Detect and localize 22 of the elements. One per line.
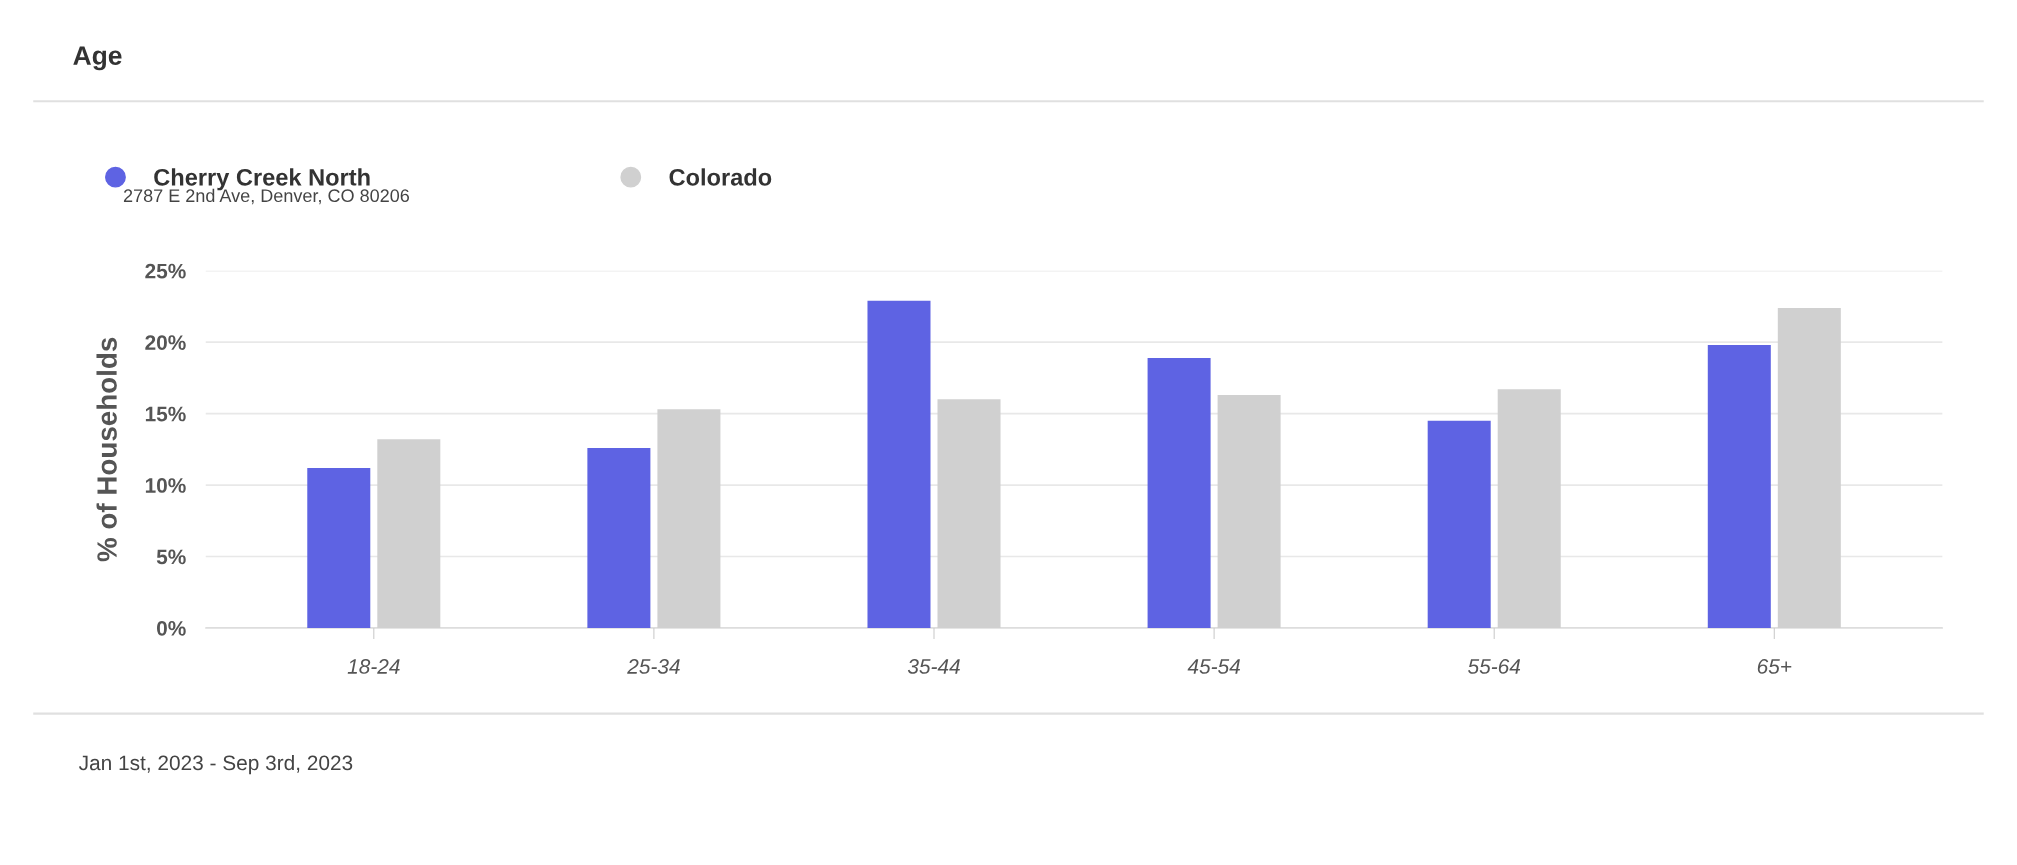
x-tick-label: 25-34 <box>627 659 680 674</box>
y-tick-label: 10% <box>145 478 186 493</box>
x-tick-label: 45-54 <box>1187 659 1240 674</box>
y-tick-label: 25% <box>145 263 186 279</box>
bar <box>1707 345 1771 628</box>
y-tick-label: 5% <box>156 549 186 565</box>
x-tick-label: 18-24 <box>347 659 400 674</box>
y-tick-label: 0% <box>157 620 186 636</box>
x-tick-label: 65+ <box>1757 659 1792 674</box>
bar <box>1427 420 1491 628</box>
x-tick-label: 55-64 <box>1468 659 1521 674</box>
y-tick-label: 15% <box>145 406 186 422</box>
chart-title: Age <box>73 46 122 71</box>
bar <box>1147 357 1211 628</box>
x-tick-label: 35-44 <box>907 659 960 674</box>
bar <box>587 447 651 628</box>
bar <box>867 300 931 628</box>
y-axis-title: % of Households <box>96 337 117 562</box>
text: Jan 1st, 2023 - Sep 3rd, 2023 <box>78 754 353 775</box>
bar <box>307 467 371 628</box>
legend-label: Colorado <box>669 168 772 186</box>
y-tick-label: 20% <box>145 335 186 350</box>
